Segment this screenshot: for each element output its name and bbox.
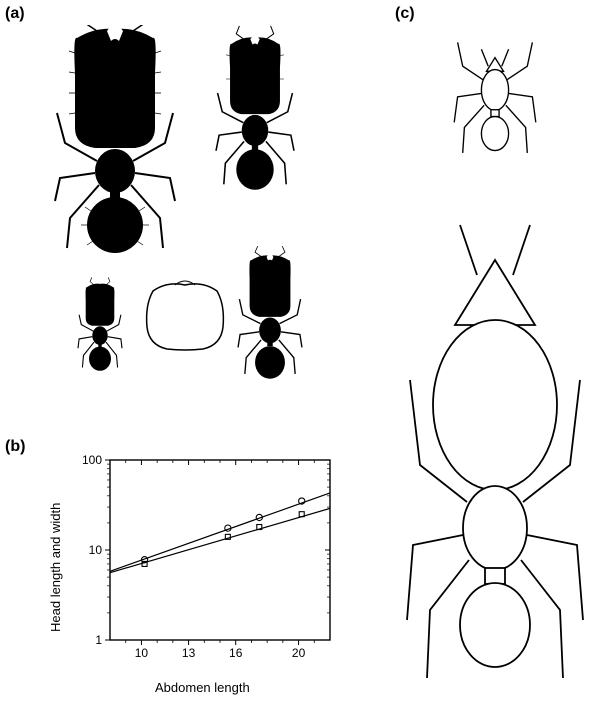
panel-c-diagram bbox=[400, 30, 590, 680]
ant-medium bbox=[216, 26, 294, 190]
chart-b: 10 13 16 20 1 10 100 bbox=[75, 455, 335, 665]
schematic-ant-small bbox=[454, 42, 536, 152]
panel-c-label: (c) bbox=[395, 5, 415, 23]
svg-text:13: 13 bbox=[182, 646, 196, 660]
ant-small-worker bbox=[78, 277, 122, 371]
panel-a-label: (a) bbox=[5, 5, 25, 23]
chart-plot-area: 10 13 16 20 1 10 100 bbox=[75, 455, 335, 665]
svg-text:10: 10 bbox=[89, 543, 103, 557]
x-axis-label: Abdomen length bbox=[155, 680, 250, 695]
ant-bottom-right bbox=[238, 246, 302, 379]
svg-text:10: 10 bbox=[135, 646, 149, 660]
schematic-ant-large bbox=[407, 225, 583, 678]
svg-text:16: 16 bbox=[229, 646, 243, 660]
y-axis-label: Head length and width bbox=[48, 503, 63, 632]
head-outline bbox=[147, 281, 224, 350]
svg-text:20: 20 bbox=[292, 646, 306, 660]
svg-text:1: 1 bbox=[95, 633, 102, 647]
panel-b-label: (b) bbox=[5, 438, 25, 456]
panel-a-illustration bbox=[45, 25, 345, 415]
ant-large-soldier bbox=[55, 25, 175, 253]
svg-text:100: 100 bbox=[82, 455, 102, 467]
